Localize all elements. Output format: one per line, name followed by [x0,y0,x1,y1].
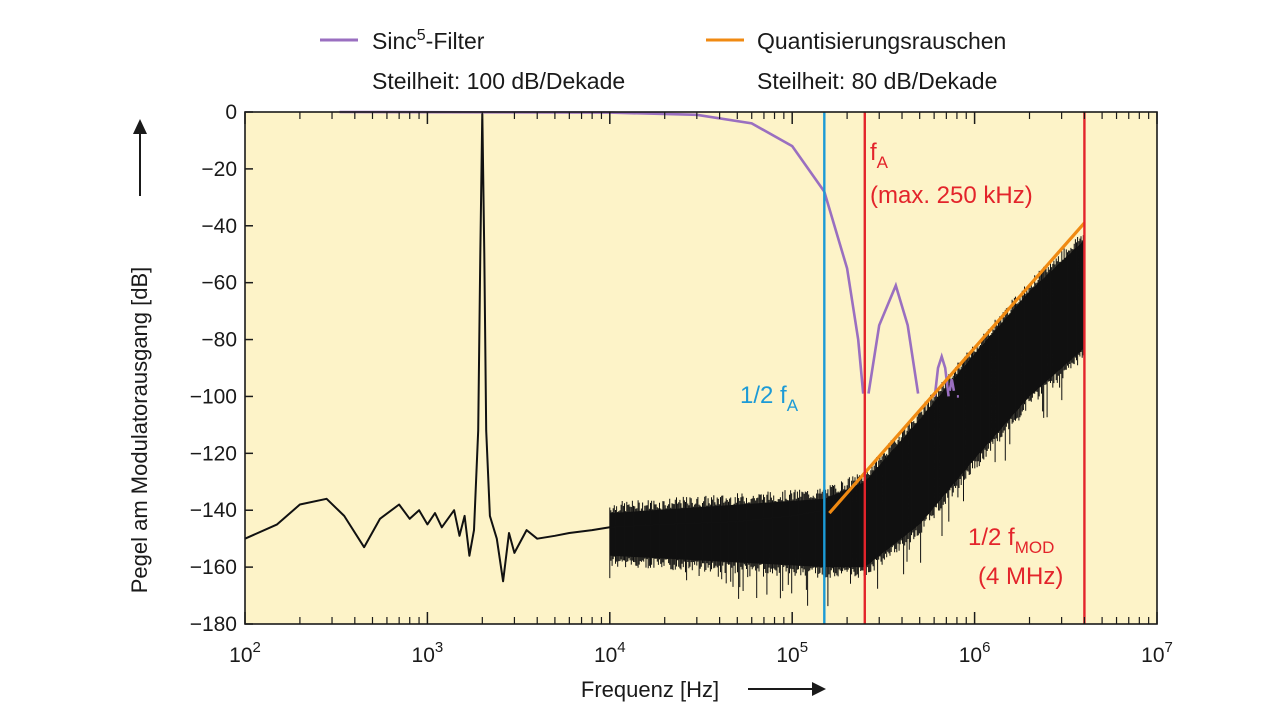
sinc-filter-lobe-1 [867,281,920,394]
y-tick-label: −80 [201,329,237,352]
annotation-half-fmod: 1/2 fMOD [968,524,1054,557]
annotation-fa-value: (max. 250 kHz) [870,182,1033,209]
x-tick-label: 102 [229,639,261,667]
annotation-half-fmod-value: (4 MHz) [978,563,1063,590]
annotation-fa: fA [870,139,889,172]
plot-frame [244,111,1158,625]
y-tick-label: 0 [225,101,237,124]
series-quantization-noise [828,221,1086,515]
sinc-filter-lobe-3 [948,379,956,392]
y-axis-arrow [133,119,147,196]
axes: 0 −20 −40 −60 −80 −100 −120 −140 −160 −180 102 103 1… [190,101,1173,667]
legend-sub-noise: Steilheit: 80 dB/Dekade [757,68,997,94]
y-tick-label: −40 [201,215,237,238]
x-axis-arrow [748,682,826,696]
legend-label-noise: Quantisierungsrauschen [757,28,1006,54]
legend: Sinc5-Filter Steilheit: 100 dB/Dekade Qu… [320,27,1006,94]
annotation-half-fa: 1/2 fA [740,382,799,415]
y-tick-label: −100 [190,385,237,408]
x-axis-title: Frequenz [Hz] [581,677,719,702]
x-tick-label: 104 [594,639,626,667]
y-tick-label: −140 [190,499,237,522]
x-tick-label: 106 [959,639,991,667]
legend-sub-sinc: Steilheit: 100 dB/Dekade [372,68,625,94]
noise-texture [609,235,1085,607]
y-tick-label: −180 [190,613,237,636]
series-spectrum [244,111,848,583]
y-tick-label: −20 [201,158,237,181]
sinc-filter-lobe-2 [933,352,950,397]
y-tick-label: −60 [201,272,237,295]
y-tick-label: −160 [190,556,237,579]
x-tick-label: 107 [1141,639,1173,667]
legend-label-sinc: Sinc5-Filter [372,27,485,54]
x-tick-label: 103 [412,639,444,667]
plot-content [244,110,1086,624]
x-tick-label: 105 [776,639,808,667]
y-tick-label: −120 [190,442,237,465]
series-sinc-filter [339,110,865,394]
y-axis-title: Pegel am Modulatorausgang [dB] [127,267,152,594]
